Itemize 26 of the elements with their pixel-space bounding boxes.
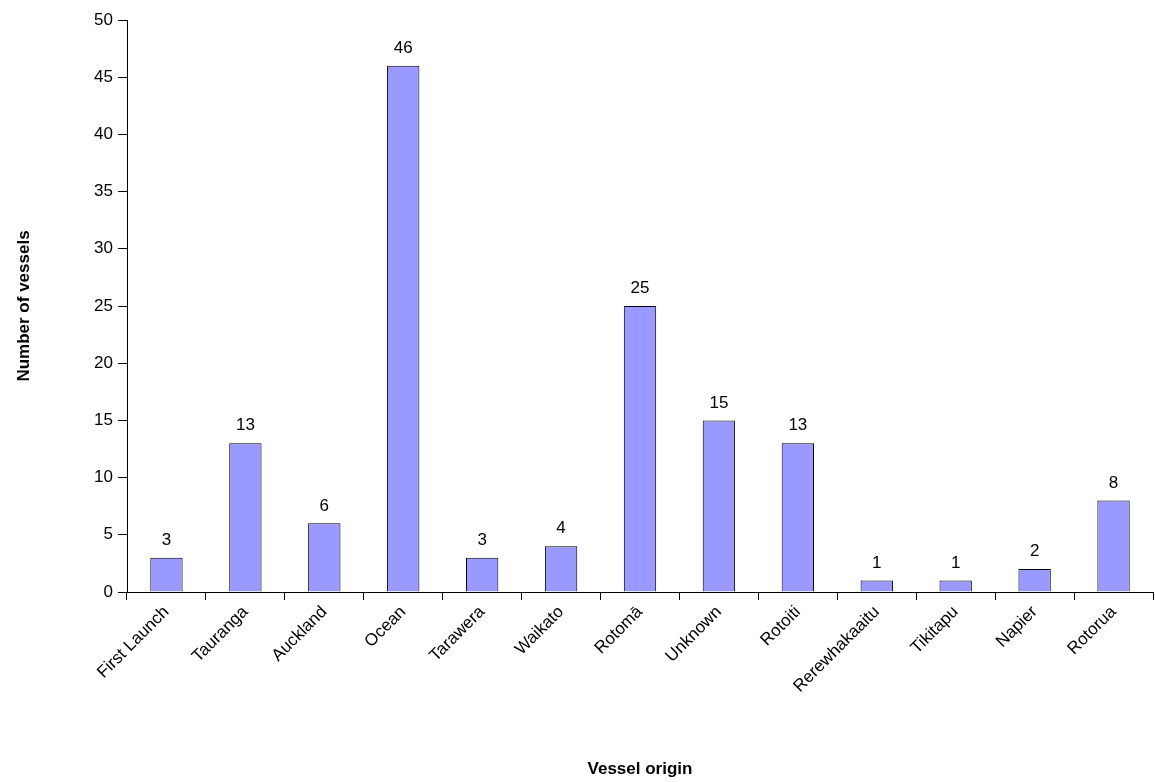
y-axis-title: Number of vessels bbox=[13, 230, 33, 382]
y-tick-label: 20 bbox=[94, 352, 113, 372]
data-label: 1 bbox=[872, 552, 882, 572]
data-label: 25 bbox=[630, 278, 650, 298]
y-tick-label: 45 bbox=[94, 66, 113, 86]
y-tick-label: 10 bbox=[94, 467, 113, 487]
data-label: 13 bbox=[235, 415, 255, 435]
data-label: 46 bbox=[393, 37, 413, 57]
y-tick-label: 5 bbox=[103, 524, 113, 544]
data-label: 6 bbox=[319, 495, 330, 515]
data-label: 8 bbox=[1108, 472, 1119, 492]
y-tick-label: 35 bbox=[94, 181, 113, 201]
y-tick-label: 30 bbox=[94, 238, 113, 258]
y-tick-label: 40 bbox=[94, 124, 113, 144]
data-label: 3 bbox=[161, 529, 172, 549]
data-label: 4 bbox=[556, 518, 566, 538]
y-tick-label: 15 bbox=[94, 410, 113, 430]
data-label: 3 bbox=[477, 529, 487, 549]
y-tick-label: 0 bbox=[103, 581, 113, 601]
y-tick-label: 25 bbox=[94, 295, 113, 315]
data-label: 1 bbox=[950, 552, 961, 572]
data-label: 2 bbox=[1029, 541, 1040, 561]
data-label: 15 bbox=[709, 392, 729, 412]
x-axis-title: Vessel origin bbox=[587, 759, 693, 779]
data-label: 13 bbox=[788, 415, 808, 435]
y-tick-label: 50 bbox=[94, 9, 113, 29]
